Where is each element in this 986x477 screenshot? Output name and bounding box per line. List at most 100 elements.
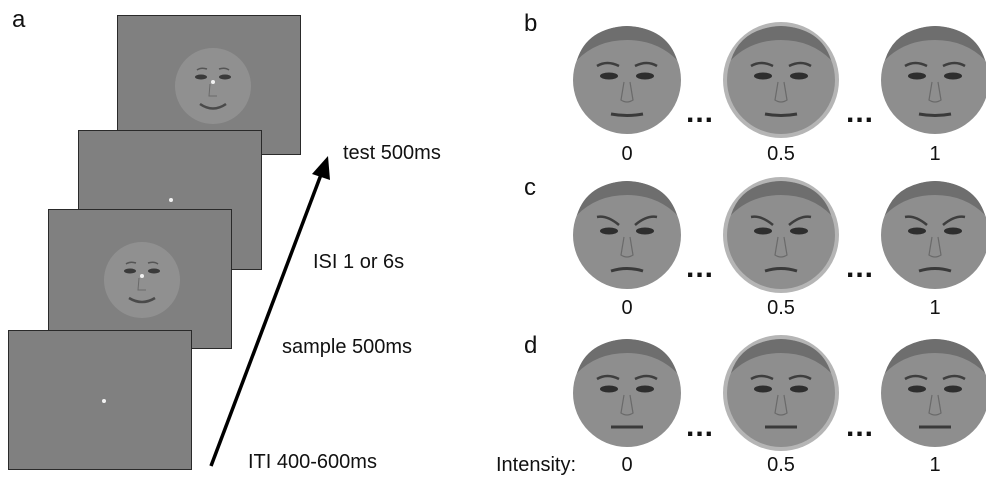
left-eye [600, 72, 618, 80]
intensity-c-0: 0 [621, 297, 633, 319]
right-eye [148, 268, 160, 274]
hair [885, 181, 985, 215]
right-brow [634, 215, 658, 226]
hair [577, 26, 677, 60]
face-disc [881, 181, 986, 289]
left-brow [904, 374, 928, 381]
left-eye [124, 268, 136, 274]
left-eye [600, 227, 618, 235]
ellipsis-b-1: ... [686, 96, 715, 129]
ellipsis-c-2: ... [846, 251, 875, 284]
face-disc [573, 26, 681, 134]
intensity-d-05: 0.5 [767, 454, 795, 476]
ellipsis-b-2: ... [846, 96, 875, 129]
left-brow [196, 67, 208, 71]
intensity-d-1: 1 [929, 454, 941, 476]
intensity-d-0: 0 [621, 454, 633, 476]
label-test: test 500ms [343, 142, 441, 164]
intensity-label: Intensity: [496, 454, 577, 476]
face-disc [881, 26, 986, 134]
face-test [175, 48, 251, 124]
left-brow [750, 61, 774, 68]
mouth [764, 267, 798, 273]
intensity-c-05: 0.5 [767, 297, 795, 319]
ellipsis-d-1: ... [686, 410, 715, 443]
left-brow [596, 215, 620, 226]
face-disc [573, 339, 681, 447]
face-disc [727, 181, 835, 289]
ellipsis-c-1: ... [686, 251, 715, 284]
fixation-dot [140, 274, 144, 278]
nose [774, 81, 788, 103]
face-disc [881, 339, 986, 447]
face-d-0 [573, 339, 681, 447]
fixation-dot [211, 80, 215, 84]
face-b-1 [723, 22, 839, 138]
left-eye [600, 385, 618, 393]
nose [620, 81, 634, 103]
nose [137, 277, 146, 291]
ellipsis-d-2: ... [846, 410, 875, 443]
nose [208, 83, 217, 97]
hair [885, 26, 985, 60]
intensity-b-05: 0.5 [767, 143, 795, 165]
face-sample [104, 242, 180, 318]
left-brow [750, 215, 774, 226]
panel-label-c: c [524, 174, 536, 201]
panel-label-a: a [12, 6, 26, 33]
label-iti: ITI 400-600ms [248, 451, 377, 473]
face-disc [175, 48, 251, 124]
nose [928, 394, 942, 416]
left-brow [596, 374, 620, 381]
mouth [764, 112, 798, 117]
mouth [610, 112, 644, 117]
face-disc [104, 242, 180, 318]
left-brow [750, 374, 774, 381]
left-brow [125, 261, 137, 265]
nose [928, 81, 942, 103]
face-disc [727, 26, 835, 134]
fixation-dot [102, 399, 106, 403]
label-sample: sample 500ms [282, 336, 413, 358]
smile-mouth [199, 102, 227, 110]
right-brow [634, 374, 658, 381]
intensity-b-0: 0 [621, 143, 633, 165]
face-d-1 [723, 335, 839, 451]
left-eye [754, 385, 772, 393]
arrow-head [312, 156, 330, 180]
right-brow [218, 67, 230, 71]
fixation-dot [169, 198, 173, 202]
left-eye [908, 227, 926, 235]
hair [731, 181, 831, 215]
hair [885, 339, 985, 373]
right-brow [788, 374, 812, 381]
right-brow [788, 215, 812, 226]
face-disc [573, 181, 681, 289]
left-eye [195, 74, 207, 80]
left-brow [596, 61, 620, 68]
right-eye [944, 385, 962, 393]
left-brow [904, 61, 928, 68]
face-b-2 [881, 26, 986, 134]
right-brow [788, 61, 812, 68]
nose [774, 394, 788, 416]
right-eye [790, 72, 808, 80]
mouth [918, 112, 952, 117]
nose [928, 236, 942, 258]
left-eye [754, 227, 772, 235]
right-eye [636, 227, 654, 235]
arrow-shaft [209, 171, 324, 467]
right-brow [634, 61, 658, 68]
label-isi: ISI 1 or 6s [313, 251, 405, 273]
right-eye [790, 385, 808, 393]
left-eye [754, 72, 772, 80]
right-brow [942, 374, 966, 381]
hair [577, 181, 677, 215]
hair [731, 339, 831, 373]
right-eye [944, 227, 962, 235]
mouth [610, 267, 644, 273]
left-eye [908, 72, 926, 80]
